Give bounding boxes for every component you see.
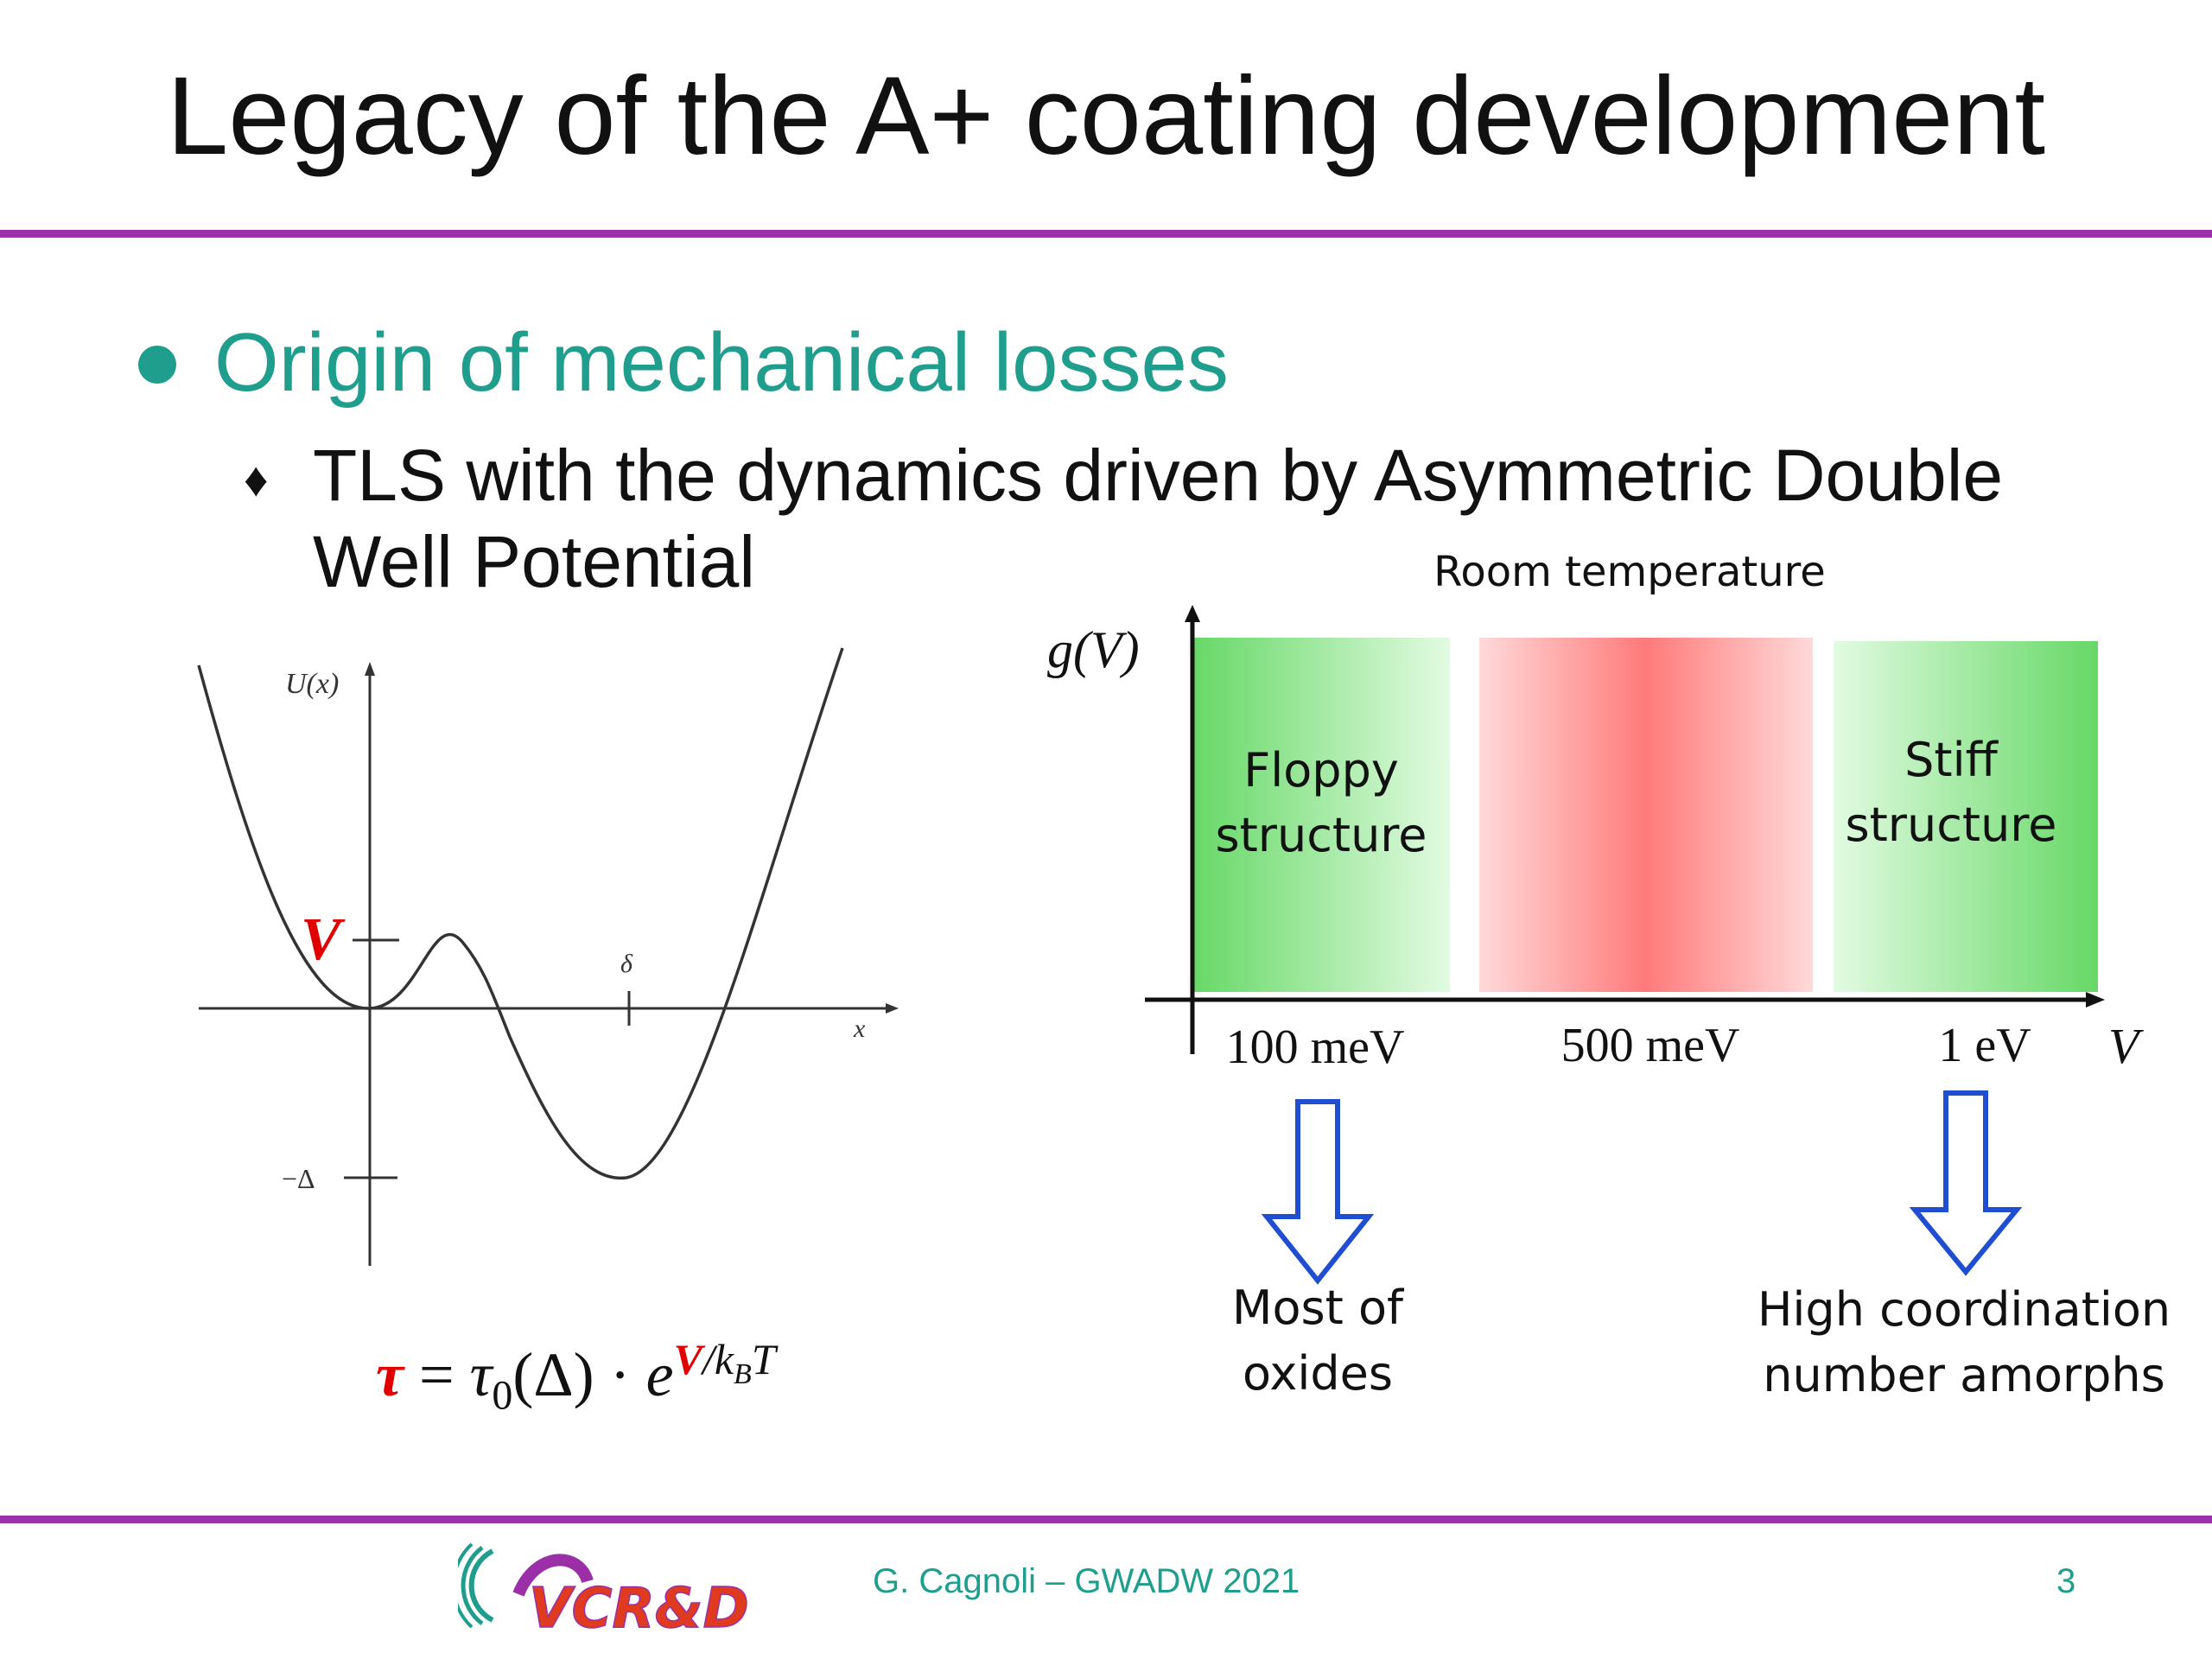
floppy-label-line1: Floppy: [1243, 743, 1399, 798]
formula-base: e: [645, 1340, 674, 1409]
minus-delta-label: −Δ: [282, 1163, 315, 1194]
note-left-line2: oxides: [1243, 1346, 1393, 1401]
formula-exp-v: V: [673, 1335, 702, 1383]
x-axis-label: x: [853, 1014, 866, 1043]
g-axis-arrow-icon: [1185, 605, 1200, 622]
formula-tau: τ: [376, 1340, 404, 1409]
stiff-label-line2: structure: [1845, 798, 2056, 852]
floppy-label-line2: structure: [1215, 808, 1427, 862]
bullet-heading: Origin of mechanical losses: [214, 316, 1229, 409]
page-number: 3: [2056, 1562, 2076, 1600]
formula-exp-rest: /k: [702, 1335, 734, 1383]
v-axis-arrow-icon: [2086, 992, 2105, 1007]
formula-sub0: 0: [492, 1372, 513, 1419]
formula-dot: ·: [609, 1340, 631, 1409]
note-right-line2: number amorphs: [1763, 1348, 2165, 1402]
logo-text: VCR&D: [529, 1577, 749, 1641]
slide-title: Legacy of the A+ coating development: [167, 54, 2045, 178]
delta-label: δ: [620, 950, 633, 978]
floppy-band: [1192, 638, 1450, 992]
vcrd-logo: VCR&D: [458, 1542, 749, 1642]
bullet-dot: [138, 346, 176, 384]
note-left-line1: Most of: [1232, 1281, 1405, 1335]
potential-curve: [197, 647, 844, 1180]
sub-bullet-text: TLS with the dynamics driven by Asymmetr…: [313, 435, 2004, 602]
y-axis-arrow-icon: [365, 662, 375, 676]
v-label: V: [301, 906, 346, 973]
double-well-plot: U(x) x V δ −Δ: [197, 647, 899, 1266]
formula-arg: (Δ): [512, 1340, 594, 1409]
footer-author: G. Cagnoli – GWADW 2021: [873, 1562, 1300, 1600]
middle-band: [1479, 638, 1813, 992]
formula-equals: =: [418, 1340, 454, 1409]
room-temperature-header: Room temperature: [1433, 548, 1826, 596]
barrier-distribution-diagram: Room temperature Floppy structure Stiff …: [1047, 548, 2171, 1402]
top-divider: [0, 230, 2212, 238]
down-arrow-right-icon: [1909, 1090, 2023, 1276]
relaxation-time-formula: τ = τ0(Δ) · eV/kBT: [376, 1312, 776, 1443]
stiff-label-line1: Stiff: [1904, 733, 1999, 787]
down-arrow-left-icon: [1261, 1099, 1375, 1285]
v-axis-label: V: [2108, 1018, 2145, 1074]
tick-100mev: 100 meV: [1226, 1020, 1405, 1074]
formula-exp-t: T: [751, 1335, 776, 1383]
note-right-line1: High coordination: [1758, 1282, 2171, 1337]
x-axis-arrow-icon: [886, 1003, 899, 1014]
tick-1ev: 1 eV: [1938, 1019, 2031, 1072]
g-axis-label: g(V): [1047, 621, 1140, 678]
stiff-band: [1834, 641, 2098, 992]
y-axis-label: U(x): [285, 668, 339, 700]
diamond-bullet-icon: ♦: [244, 452, 269, 506]
tick-500mev: 500 meV: [1561, 1019, 1740, 1072]
bottom-divider: [0, 1516, 2212, 1523]
formula-exp-sub: B: [734, 1358, 752, 1390]
formula-tau0: τ: [469, 1340, 493, 1409]
